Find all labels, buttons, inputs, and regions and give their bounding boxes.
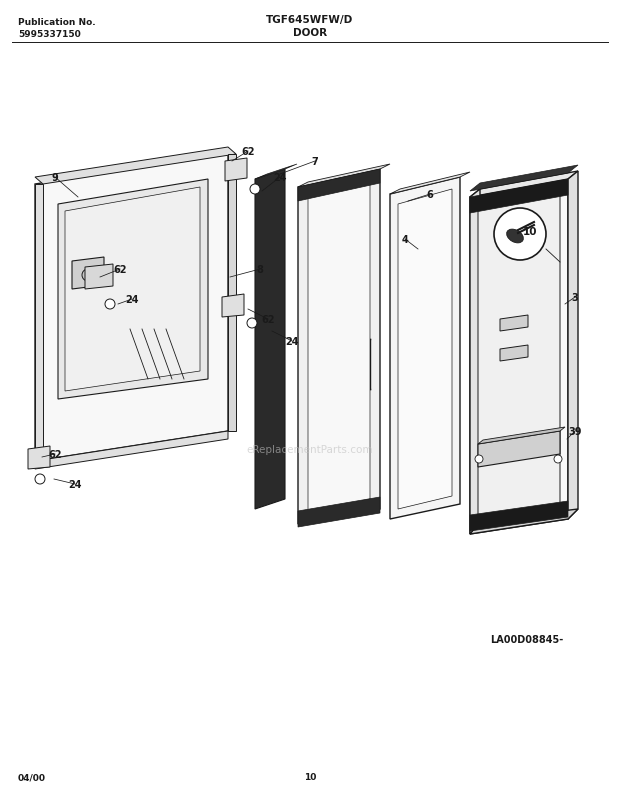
- Polygon shape: [222, 295, 244, 318]
- Text: Publication No.: Publication No.: [18, 18, 95, 27]
- Ellipse shape: [507, 230, 523, 243]
- Polygon shape: [398, 190, 452, 509]
- Circle shape: [247, 319, 257, 328]
- Polygon shape: [470, 190, 480, 534]
- Text: 7: 7: [312, 157, 319, 167]
- Polygon shape: [308, 181, 370, 515]
- Text: 62: 62: [261, 315, 275, 324]
- Text: 10: 10: [523, 226, 538, 237]
- Polygon shape: [298, 165, 390, 188]
- Text: 62: 62: [48, 450, 62, 459]
- Polygon shape: [470, 509, 578, 534]
- Polygon shape: [500, 345, 528, 361]
- Circle shape: [475, 455, 483, 463]
- Text: 24: 24: [273, 173, 286, 183]
- Text: 39: 39: [569, 426, 582, 437]
- Polygon shape: [298, 169, 380, 524]
- Circle shape: [554, 455, 562, 463]
- Polygon shape: [35, 148, 236, 185]
- Text: 5995337150: 5995337150: [18, 30, 81, 39]
- Text: 62: 62: [241, 147, 255, 157]
- Text: 24: 24: [125, 295, 139, 304]
- Text: 4: 4: [402, 234, 409, 245]
- Text: 10: 10: [304, 772, 316, 781]
- Text: TGF645WFW/D: TGF645WFW/D: [267, 15, 353, 25]
- Text: eReplacementParts.com: eReplacementParts.com: [247, 444, 373, 454]
- Circle shape: [35, 475, 45, 484]
- Polygon shape: [390, 173, 470, 195]
- Text: 3: 3: [572, 292, 578, 303]
- Polygon shape: [470, 180, 568, 534]
- Circle shape: [82, 270, 94, 282]
- Circle shape: [250, 185, 260, 195]
- Polygon shape: [390, 177, 460, 520]
- Text: LA00D08845-: LA00D08845-: [490, 634, 563, 644]
- Polygon shape: [35, 431, 228, 470]
- Polygon shape: [298, 169, 380, 202]
- Polygon shape: [470, 165, 578, 192]
- Polygon shape: [28, 446, 50, 470]
- Text: DOOR: DOOR: [293, 28, 327, 38]
- Polygon shape: [478, 431, 560, 467]
- Circle shape: [494, 209, 546, 261]
- Polygon shape: [228, 155, 236, 431]
- Polygon shape: [72, 258, 104, 290]
- Polygon shape: [35, 155, 228, 462]
- Polygon shape: [255, 165, 297, 180]
- Polygon shape: [500, 316, 528, 332]
- Polygon shape: [568, 172, 578, 520]
- Polygon shape: [298, 497, 380, 528]
- Polygon shape: [255, 169, 285, 509]
- Polygon shape: [478, 427, 565, 444]
- Polygon shape: [65, 188, 200, 392]
- Text: 6: 6: [427, 190, 433, 200]
- Polygon shape: [225, 159, 247, 181]
- Text: 24: 24: [285, 336, 299, 347]
- Text: 8: 8: [257, 265, 264, 275]
- Text: 24: 24: [68, 479, 82, 489]
- Text: 62: 62: [113, 265, 126, 275]
- Polygon shape: [470, 180, 568, 214]
- Text: 04/00: 04/00: [18, 772, 46, 781]
- Polygon shape: [58, 180, 208, 400]
- Polygon shape: [35, 185, 43, 462]
- Polygon shape: [470, 501, 568, 532]
- Circle shape: [105, 300, 115, 310]
- Polygon shape: [85, 265, 113, 290]
- Polygon shape: [470, 172, 578, 198]
- Text: 9: 9: [51, 173, 58, 183]
- Polygon shape: [478, 192, 560, 525]
